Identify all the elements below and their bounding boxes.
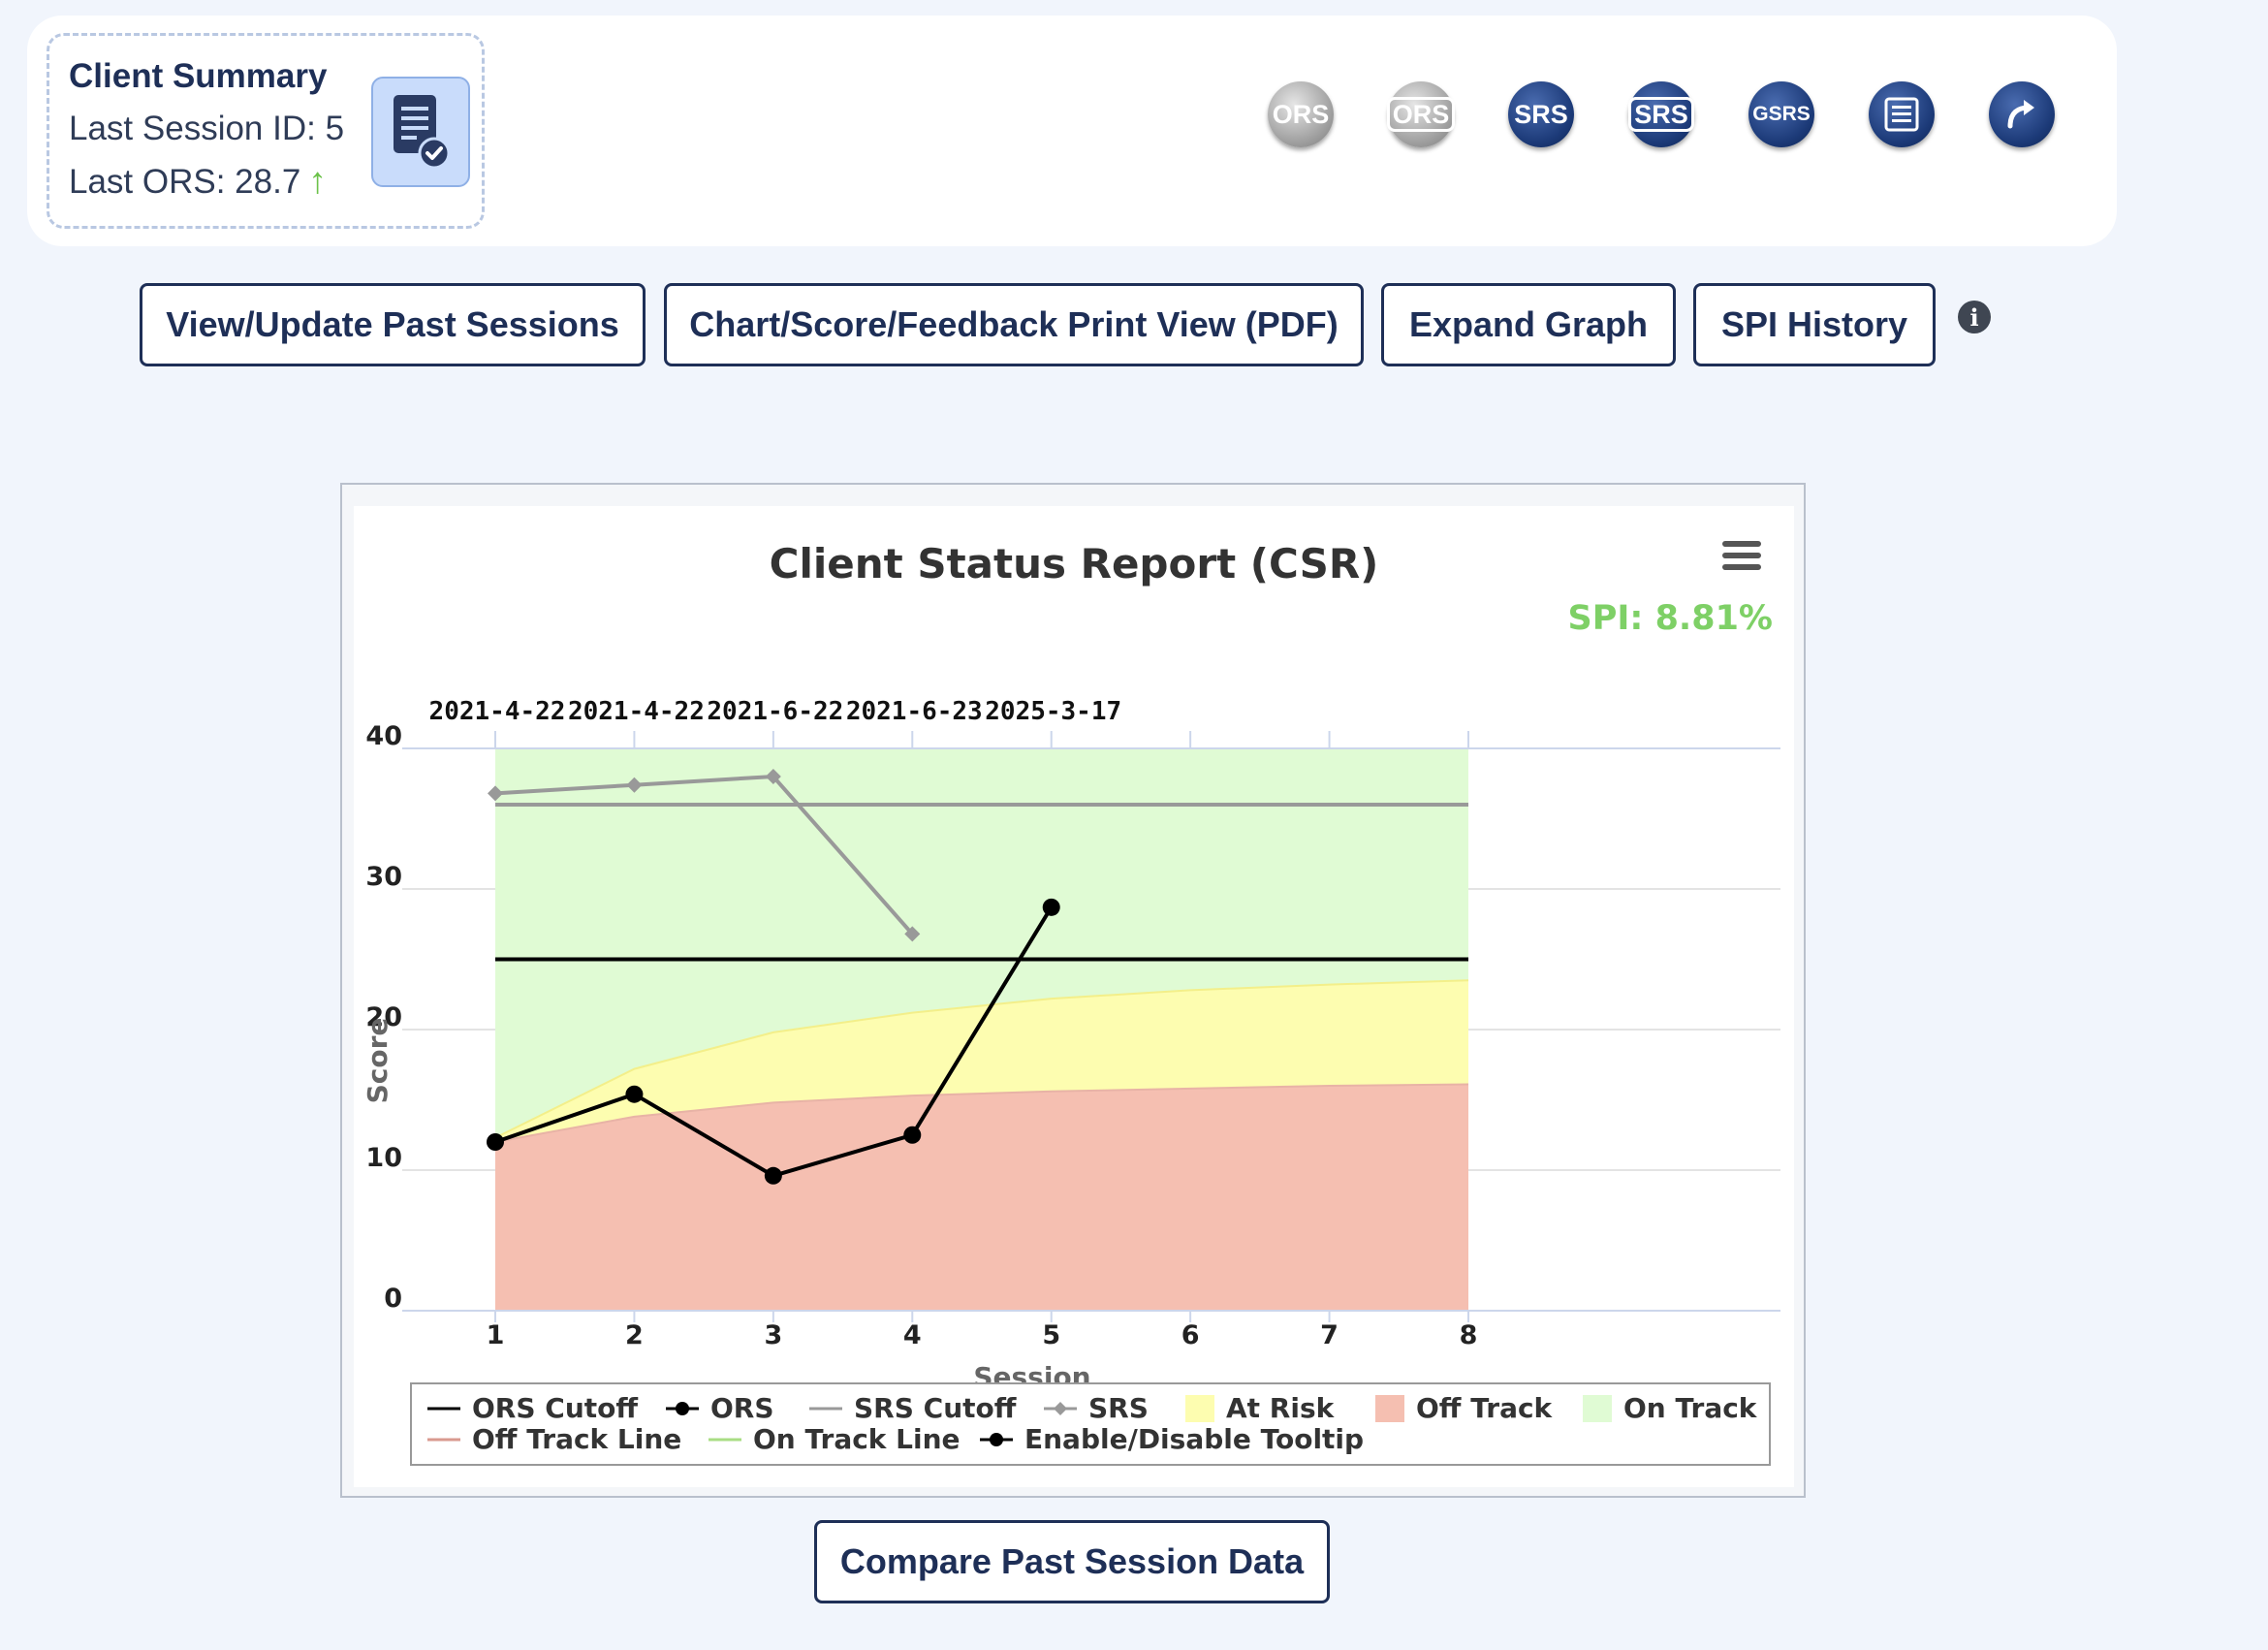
up-arrow-icon: ↑ (308, 161, 328, 202)
spi-history-button[interactable]: SPI History (1693, 283, 1936, 366)
legend-item-ors-cutoff[interactable]: ORS Cutoff (427, 1392, 638, 1424)
legend-item-srs-cutoff[interactable]: SRS Cutoff (809, 1392, 1016, 1424)
ors-form-icon[interactable]: ORS (1386, 81, 1456, 147)
legend-symbol-off-track (1375, 1394, 1404, 1422)
at-risk-band (495, 980, 1468, 1142)
legend-label-ors-cutoff: ORS Cutoff (472, 1392, 639, 1424)
summary-title: Client Summary (69, 57, 328, 95)
legend-symbol-srs-cutoff (809, 1396, 842, 1421)
legend-symbol-on-track (1583, 1394, 1612, 1422)
y-tick-label-30: 30 (365, 862, 402, 892)
list-icon[interactable] (1869, 81, 1935, 147)
srs-form-icon[interactable]: SRS (1628, 81, 1694, 147)
date-label-5: 2025-3-17 (985, 697, 1121, 726)
date-label-4: 2021-6-23 (846, 697, 983, 726)
client-summary-card: Client Summary Last Session ID: 5 Last O… (27, 16, 2117, 246)
expand-graph-button[interactable]: Expand Graph (1381, 283, 1676, 366)
legend-label-srs: SRS (1088, 1392, 1149, 1424)
compare-past-session-data-button[interactable]: Compare Past Session Data (814, 1520, 1330, 1603)
legend-label-off-track: Off Track (1416, 1392, 1553, 1424)
client-summary-box: Client Summary Last Session ID: 5 Last O… (47, 33, 485, 229)
legend-item-on-track[interactable]: On Track (1583, 1392, 1756, 1424)
chart-panel: Client Status Report (CSR) SPI: 8.81% 1 2… (354, 506, 1794, 1487)
last-session-id: Last Session ID: 5 (69, 110, 345, 147)
ors-point-1 (487, 1133, 504, 1151)
date-label-1: 2021-4-22 (429, 697, 566, 726)
legend-label-srs-cutoff: SRS Cutoff (854, 1392, 1017, 1424)
on-track-line (494, 979, 1469, 1139)
legend-symbol-at-risk (1185, 1394, 1214, 1422)
srs-line (494, 774, 914, 936)
x-tick-label-3: 3 (764, 1320, 782, 1350)
legend-item-srs[interactable]: SRS (1044, 1392, 1149, 1424)
chart-menu-icon[interactable] (1722, 541, 1761, 576)
srs-point-3 (765, 769, 781, 784)
gsrs-icon[interactable]: GSRS (1748, 81, 1814, 147)
y-tick-label-40: 40 (365, 721, 402, 751)
off-track-line (494, 1083, 1469, 1143)
legend-label-at-risk: At Risk (1226, 1392, 1335, 1424)
ors-point-4 (903, 1126, 922, 1144)
date-label-2: 2021-4-22 (568, 697, 705, 726)
ors-point-5 (1042, 898, 1060, 916)
view-update-past-sessions-button[interactable]: View/Update Past Sessions (140, 283, 646, 366)
ors-icon[interactable]: ORS (1268, 81, 1334, 147)
x-tick-label-4: 4 (903, 1320, 922, 1350)
info-icon[interactable]: i (1958, 301, 1991, 333)
on-track-band (495, 748, 1468, 1138)
srs-point-4 (904, 926, 921, 942)
srs-point-2 (626, 777, 643, 793)
list-glyph-icon (1884, 97, 1919, 132)
y-tick-label-20: 20 (365, 1002, 402, 1032)
legend-item-off-track[interactable]: Off Track (1375, 1392, 1552, 1424)
legend-symbol-srs (1044, 1396, 1077, 1421)
legend-item-ors[interactable]: ORS (666, 1392, 774, 1424)
legend-symbol-ors-cutoff (427, 1396, 460, 1421)
legend-item-off-track-line[interactable]: Off Track Line (427, 1423, 681, 1455)
y-tick-label-0: 0 (384, 1284, 402, 1314)
document-check-icon (394, 95, 451, 170)
off-track-band (495, 1084, 1468, 1311)
chart-container: Client Status Report (CSR) SPI: 8.81% 1 2… (340, 483, 1806, 1498)
legend-label-on-track: On Track (1623, 1392, 1757, 1424)
chart-legend: ORS Cutoff ORS SRS Cutoff SRS At Risk Off Tra… (410, 1382, 1771, 1466)
share-arrow-icon[interactable] (1989, 81, 2055, 147)
date-label-3: 2021-6-22 (707, 697, 843, 726)
srs-icon[interactable]: SRS (1508, 81, 1574, 147)
legend-symbol-ors (666, 1396, 699, 1421)
last-ors-value: Last ORS: 28.7 (69, 163, 301, 201)
legend-item-enable-disable-tooltip[interactable]: Enable/Disable Tooltip (980, 1423, 1364, 1455)
legend-label-enable-disable-tooltip: Enable/Disable Tooltip (1024, 1423, 1365, 1455)
srs-point-1 (488, 785, 503, 802)
x-tick-label-1: 1 (487, 1320, 505, 1350)
ors-point-2 (625, 1085, 644, 1103)
legend-symbol-off-track-line (427, 1427, 460, 1452)
x-tick-label-8: 8 (1460, 1320, 1478, 1350)
document-check-button[interactable] (371, 77, 470, 187)
legend-label-on-track-line: On Track Line (753, 1423, 961, 1455)
curved-arrow-icon (2007, 100, 2034, 129)
y-tick-label-10: 10 (365, 1143, 402, 1173)
x-tick-label-2: 2 (625, 1320, 644, 1350)
x-tick-label-7: 7 (1320, 1320, 1339, 1350)
y-axis-title: Score (362, 1018, 394, 1104)
legend-symbol-on-track-line (709, 1427, 741, 1452)
legend-label-off-track-line: Off Track Line (472, 1423, 682, 1455)
x-tick-label-5: 5 (1042, 1320, 1060, 1350)
chart-title: Client Status Report (CSR) (769, 540, 1379, 587)
x-tick-label-6: 6 (1181, 1320, 1200, 1350)
print-view-pdf-button[interactable]: Chart/Score/Feedback Print View (PDF) (664, 283, 1364, 366)
legend-label-ors: ORS (710, 1392, 774, 1424)
last-ors-row: Last ORS: 28.7 ↑ (69, 161, 327, 203)
legend-item-on-track-line[interactable]: On Track Line (709, 1423, 961, 1455)
legend-symbol-enable-disable-tooltip (980, 1427, 1013, 1452)
ors-point-3 (764, 1166, 782, 1185)
legend-item-at-risk[interactable]: At Risk (1185, 1392, 1334, 1424)
spi-value: SPI: 8.81% (1567, 599, 1774, 638)
